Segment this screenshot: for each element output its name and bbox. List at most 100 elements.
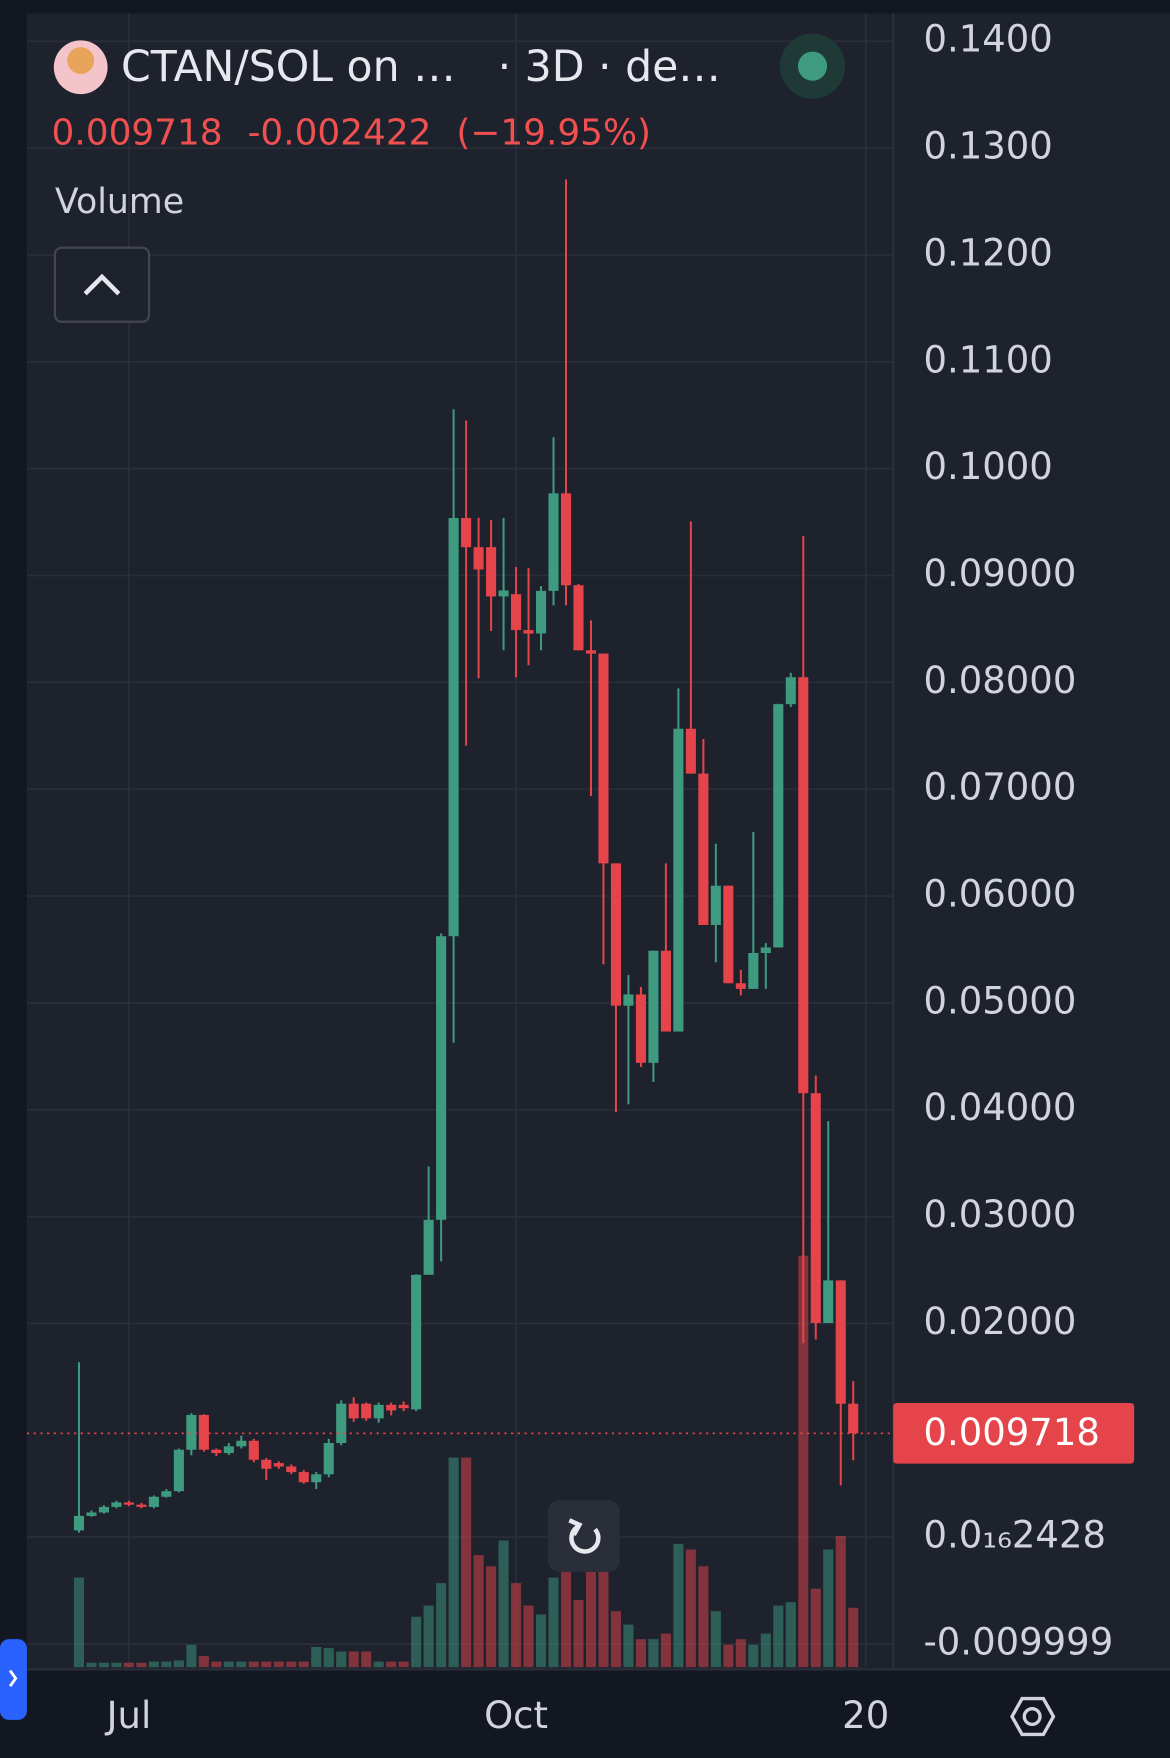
volume-bar <box>298 1661 309 1668</box>
candle-body <box>785 677 796 705</box>
candle-body <box>423 1219 434 1275</box>
reset-icon <box>568 1518 583 1536</box>
volume-bar <box>848 1607 859 1668</box>
volume-bar <box>173 1660 184 1668</box>
candle-body <box>211 1449 222 1454</box>
candle-body <box>835 1280 846 1404</box>
candle-body <box>298 1472 309 1483</box>
candle-body <box>173 1449 184 1492</box>
title: CTAN/SOL on … <box>121 42 456 92</box>
volume-bar <box>698 1566 709 1668</box>
volume-bar <box>735 1639 746 1668</box>
candle-body <box>511 594 522 631</box>
volume-bar <box>585 1549 597 1668</box>
candle-body <box>598 653 609 864</box>
volume-bar <box>835 1536 846 1668</box>
volume-bar <box>261 1661 272 1668</box>
y-tick-label: 0.05000 <box>923 979 1076 1022</box>
volume-bar <box>610 1611 621 1668</box>
volume-bar <box>211 1661 222 1668</box>
volume-bar <box>798 1255 809 1668</box>
candle-body <box>748 952 759 989</box>
candle-body <box>685 728 696 774</box>
candle-body <box>336 1403 347 1444</box>
volume-bar <box>448 1457 459 1668</box>
subtitle: · 3D · de… <box>498 42 721 92</box>
volume-bar <box>361 1651 372 1668</box>
candle-body <box>398 1404 409 1409</box>
volume-bar <box>98 1662 109 1668</box>
volume-bar <box>386 1661 397 1668</box>
candle-body <box>248 1440 259 1460</box>
volume-bar <box>760 1633 771 1668</box>
y-tick-label: 0.0₁₆2428 <box>923 1514 1106 1557</box>
candle-body <box>386 1404 397 1411</box>
last-price-badge <box>893 1403 1135 1464</box>
volume-bar <box>248 1661 259 1668</box>
candle-body <box>186 1414 197 1450</box>
volume-bar <box>286 1661 297 1668</box>
settings-icon[interactable] <box>1010 1696 1056 1737</box>
volume-bar <box>123 1662 134 1668</box>
volume-bar <box>398 1661 409 1668</box>
volume-bar <box>348 1651 359 1668</box>
candle-body <box>223 1446 234 1454</box>
volume-bar <box>511 1583 522 1668</box>
candle-body <box>448 518 459 937</box>
candle-body <box>623 994 634 1006</box>
candle-body <box>86 1512 97 1516</box>
volume-bar <box>535 1614 547 1668</box>
volume-bar <box>723 1644 734 1668</box>
volume-bar <box>623 1624 634 1668</box>
candle-body <box>148 1496 159 1507</box>
settings-icon <box>1022 1706 1042 1727</box>
candle-body <box>560 493 572 586</box>
candle-body <box>698 773 709 926</box>
volume-bar <box>486 1566 497 1668</box>
candle-body <box>823 1280 834 1324</box>
volume-bar <box>161 1661 172 1668</box>
volume-bar <box>660 1633 671 1668</box>
y-tick-label: 0.06000 <box>923 873 1076 916</box>
candle-body <box>373 1404 384 1419</box>
candle-body <box>461 518 472 548</box>
reset-icon <box>569 1525 601 1554</box>
candle-body <box>161 1491 172 1497</box>
candle-body <box>236 1440 247 1447</box>
candle-body <box>735 983 746 989</box>
status-indicator <box>797 51 828 81</box>
volume-bar <box>648 1639 659 1668</box>
chevron-icon <box>83 273 121 296</box>
candle-body <box>261 1459 272 1469</box>
volume-bar <box>148 1661 159 1668</box>
y-tick-label: 0.1300 <box>923 125 1052 168</box>
volume-bar <box>311 1647 322 1668</box>
volume-bar <box>673 1543 684 1668</box>
volume-bar <box>498 1540 509 1668</box>
candle-body <box>361 1403 372 1419</box>
last-price: 0.009718 <box>52 113 223 154</box>
volume-bar <box>560 1549 572 1668</box>
candle-body <box>348 1403 359 1419</box>
candle-body <box>111 1502 122 1507</box>
candle-body <box>585 650 597 654</box>
x-tick-label: 20 <box>842 1694 889 1737</box>
candle-body <box>673 728 684 1032</box>
volume-bar <box>473 1555 484 1668</box>
candle-body <box>660 950 671 1032</box>
volume-bar <box>785 1602 796 1668</box>
reset-button[interactable] <box>548 1500 620 1572</box>
volume-bar <box>773 1605 784 1668</box>
volume-bar <box>73 1577 85 1668</box>
volume-bar <box>136 1662 147 1668</box>
candle-body <box>98 1506 109 1513</box>
y-tick-label: -0.009999 <box>923 1620 1113 1663</box>
volume-pane <box>73 1255 859 1668</box>
candle-body <box>760 947 771 953</box>
volume-bar <box>223 1661 234 1668</box>
y-tick-label: 0.08000 <box>923 659 1076 702</box>
candle-body <box>810 1093 821 1324</box>
collapse-button[interactable] <box>53 246 151 323</box>
candle-body <box>311 1474 322 1483</box>
volume-bar <box>236 1661 247 1668</box>
